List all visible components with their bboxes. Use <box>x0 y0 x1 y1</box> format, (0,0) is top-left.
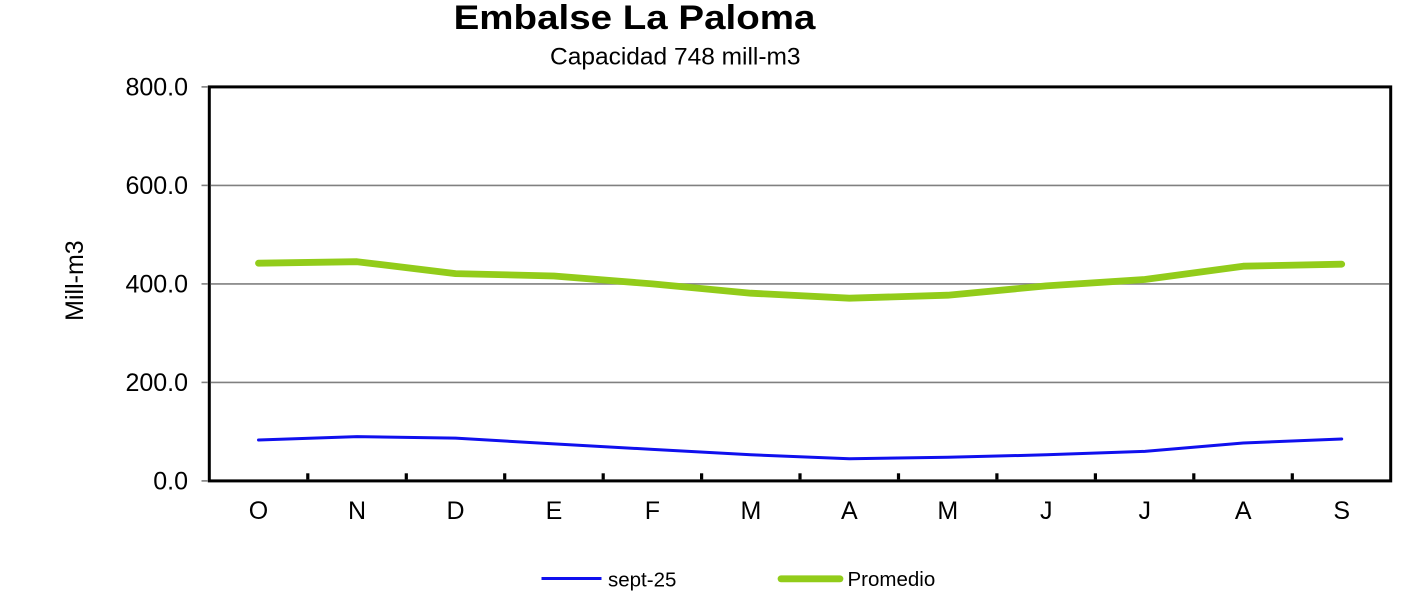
svg-text:A: A <box>1235 497 1252 525</box>
svg-text:F: F <box>645 497 660 525</box>
svg-text:J: J <box>1040 497 1053 525</box>
svg-text:0.0: 0.0 <box>153 468 188 496</box>
svg-text:E: E <box>546 497 563 525</box>
svg-text:Capacidad 748 mill-m3: Capacidad 748 mill-m3 <box>550 44 801 71</box>
svg-text:800.0: 800.0 <box>125 74 188 102</box>
svg-text:sept-25: sept-25 <box>608 568 676 591</box>
svg-text:N: N <box>348 497 366 525</box>
svg-text:M: M <box>937 497 958 525</box>
svg-text:200.0: 200.0 <box>125 369 188 397</box>
svg-text:400.0: 400.0 <box>125 271 188 299</box>
svg-text:J: J <box>1138 497 1151 525</box>
svg-text:600.0: 600.0 <box>125 172 188 200</box>
svg-text:Mill-m3: Mill-m3 <box>61 240 89 321</box>
svg-text:S: S <box>1333 497 1350 525</box>
svg-text:M: M <box>740 497 761 525</box>
svg-text:Promedio: Promedio <box>848 568 936 591</box>
svg-text:Embalse La Paloma: Embalse La Paloma <box>454 0 817 36</box>
svg-text:A: A <box>841 497 858 525</box>
svg-text:D: D <box>446 497 464 525</box>
svg-text:O: O <box>249 497 268 525</box>
